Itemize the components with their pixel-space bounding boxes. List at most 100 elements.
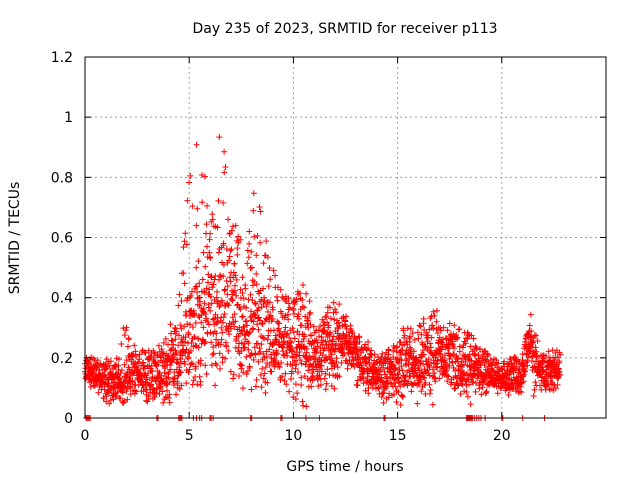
x-axis-label: GPS time / hours — [286, 459, 403, 475]
data-point — [153, 362, 160, 369]
data-point — [395, 389, 402, 396]
data-point — [197, 357, 204, 364]
data-point — [207, 307, 214, 314]
data-point — [368, 352, 375, 359]
data-point — [234, 245, 241, 252]
data-point — [165, 374, 172, 381]
data-point — [323, 380, 330, 387]
data-point — [409, 330, 416, 337]
data-point — [505, 391, 512, 398]
data-point — [292, 396, 299, 403]
data-point — [475, 352, 482, 359]
data-point — [244, 247, 251, 254]
data-point — [313, 348, 320, 355]
data-point — [199, 276, 206, 283]
data-point — [166, 391, 173, 398]
data-point — [296, 349, 303, 356]
data-point — [176, 364, 183, 371]
data-point — [270, 341, 277, 348]
data-point — [122, 327, 129, 334]
data-point — [329, 357, 336, 364]
data-point — [221, 287, 228, 294]
data-point — [215, 249, 222, 256]
data-point — [276, 320, 283, 327]
data-point — [308, 332, 315, 339]
data-point — [518, 389, 525, 396]
data-point — [443, 367, 450, 374]
data-point — [235, 333, 242, 340]
data-point — [230, 375, 237, 382]
data-point — [145, 393, 152, 400]
data-point — [305, 317, 312, 324]
data-point — [331, 385, 338, 392]
data-point — [248, 264, 255, 271]
data-point — [94, 357, 101, 364]
data-point — [266, 313, 273, 320]
data-point — [305, 367, 312, 374]
data-point — [113, 370, 120, 377]
data-point — [384, 373, 391, 380]
data-point — [380, 364, 387, 371]
data-points — [81, 134, 564, 410]
data-point — [156, 369, 163, 376]
data-point — [212, 382, 219, 389]
data-point — [385, 347, 392, 354]
data-point — [147, 354, 154, 361]
data-point — [286, 388, 293, 395]
data-point — [358, 362, 365, 369]
data-point — [362, 341, 369, 348]
data-point — [322, 338, 329, 345]
data-point — [224, 283, 231, 290]
data-point — [287, 338, 294, 345]
data-point — [184, 197, 191, 204]
data-point — [481, 362, 488, 369]
data-point — [192, 319, 199, 326]
data-point — [494, 390, 501, 397]
data-point — [234, 251, 241, 258]
data-point — [334, 364, 341, 371]
data-point — [259, 365, 266, 372]
data-point — [249, 282, 256, 289]
data-point — [349, 329, 356, 336]
data-point — [301, 373, 308, 380]
data-point — [298, 381, 305, 388]
data-point — [118, 340, 125, 347]
data-point — [255, 358, 262, 365]
data-point — [193, 283, 200, 290]
data-point — [379, 390, 386, 397]
data-point — [286, 334, 293, 341]
data-point — [105, 383, 112, 390]
data-point — [196, 373, 203, 380]
data-point — [463, 335, 470, 342]
data-point — [456, 348, 463, 355]
data-point — [207, 254, 214, 261]
data-point — [172, 336, 179, 343]
data-point — [531, 386, 538, 393]
data-point — [399, 393, 406, 400]
x-tick-label: 0 — [81, 428, 90, 444]
data-point — [463, 388, 470, 395]
y-tick-label: 0 — [64, 411, 73, 427]
data-point — [556, 371, 563, 378]
data-point — [303, 403, 310, 410]
data-point — [282, 324, 289, 331]
data-point — [88, 361, 95, 368]
data-point — [189, 361, 196, 368]
x-tick-label: 10 — [284, 428, 302, 444]
data-point — [238, 362, 245, 369]
data-point — [437, 350, 444, 357]
data-point — [495, 360, 502, 367]
data-point — [444, 377, 451, 384]
data-point — [239, 313, 246, 320]
data-point — [213, 294, 220, 301]
data-point — [330, 333, 337, 340]
data-point — [267, 312, 274, 319]
data-point — [315, 383, 322, 390]
data-point — [107, 397, 114, 404]
data-point — [324, 366, 331, 373]
data-point — [471, 351, 478, 358]
data-point — [545, 348, 552, 355]
data-point — [303, 290, 310, 297]
data-point — [206, 254, 213, 261]
data-point — [225, 348, 232, 355]
